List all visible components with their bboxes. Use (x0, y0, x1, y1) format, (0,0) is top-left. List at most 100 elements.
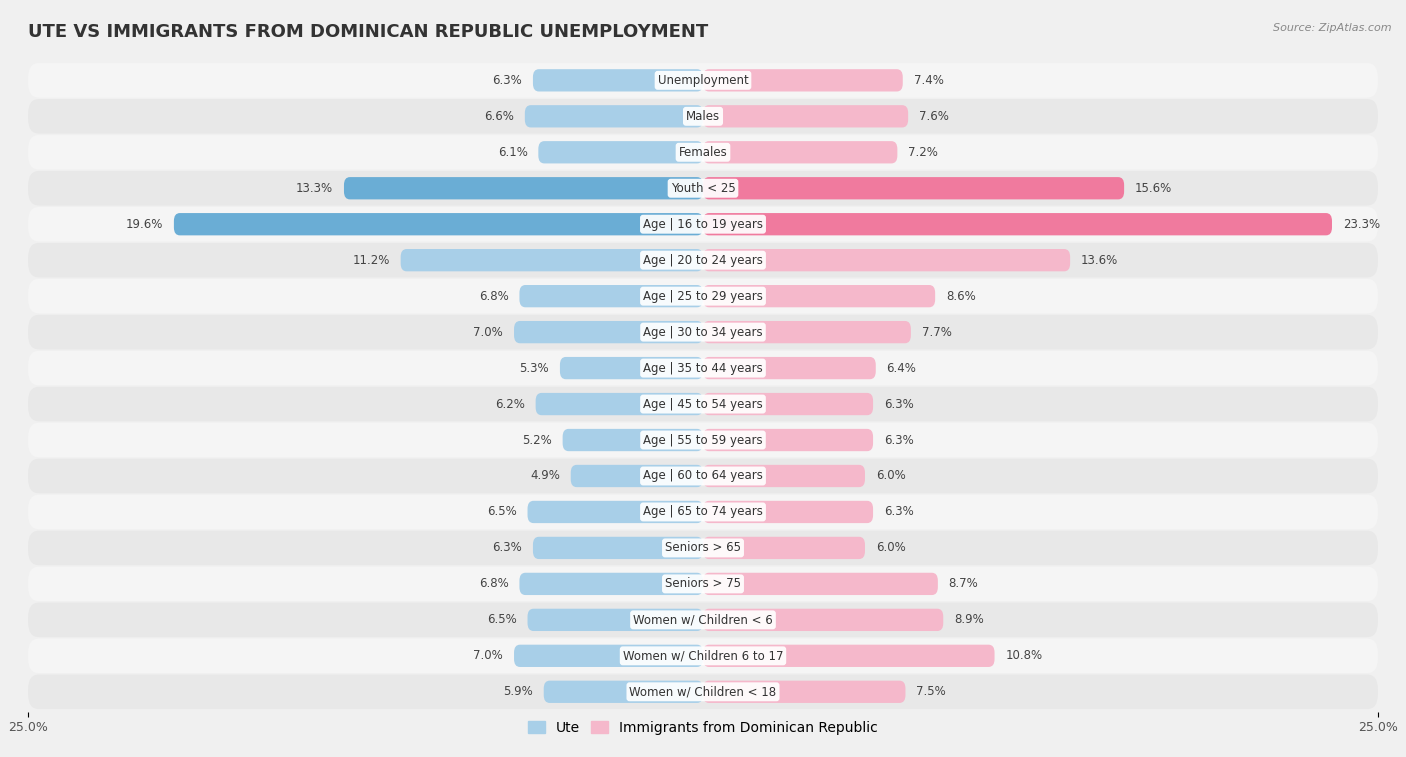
Text: 13.3%: 13.3% (297, 182, 333, 195)
FancyBboxPatch shape (519, 285, 703, 307)
FancyBboxPatch shape (703, 501, 873, 523)
FancyBboxPatch shape (703, 285, 935, 307)
Text: 6.1%: 6.1% (498, 146, 527, 159)
FancyBboxPatch shape (28, 639, 1378, 673)
Text: 4.9%: 4.9% (530, 469, 560, 482)
Text: 6.3%: 6.3% (492, 74, 522, 87)
Text: 8.6%: 8.6% (946, 290, 976, 303)
Legend: Ute, Immigrants from Dominican Republic: Ute, Immigrants from Dominican Republic (523, 715, 883, 740)
Text: 15.6%: 15.6% (1135, 182, 1173, 195)
Text: 7.6%: 7.6% (920, 110, 949, 123)
FancyBboxPatch shape (703, 213, 1331, 235)
FancyBboxPatch shape (703, 645, 994, 667)
FancyBboxPatch shape (28, 494, 1378, 529)
Text: Women w/ Children < 18: Women w/ Children < 18 (630, 685, 776, 698)
Text: 19.6%: 19.6% (125, 218, 163, 231)
FancyBboxPatch shape (703, 681, 905, 703)
FancyBboxPatch shape (28, 422, 1378, 457)
FancyBboxPatch shape (519, 573, 703, 595)
FancyBboxPatch shape (703, 609, 943, 631)
FancyBboxPatch shape (28, 567, 1378, 601)
FancyBboxPatch shape (524, 105, 703, 127)
FancyBboxPatch shape (28, 99, 1378, 133)
FancyBboxPatch shape (703, 141, 897, 164)
FancyBboxPatch shape (703, 249, 1070, 271)
Text: 8.9%: 8.9% (955, 613, 984, 626)
FancyBboxPatch shape (28, 315, 1378, 350)
FancyBboxPatch shape (28, 135, 1378, 170)
Text: 6.8%: 6.8% (479, 578, 509, 590)
FancyBboxPatch shape (28, 350, 1378, 385)
FancyBboxPatch shape (703, 321, 911, 343)
Text: Seniors > 75: Seniors > 75 (665, 578, 741, 590)
Text: 6.5%: 6.5% (486, 613, 517, 626)
Text: 13.6%: 13.6% (1081, 254, 1118, 266)
Text: Age | 30 to 34 years: Age | 30 to 34 years (643, 326, 763, 338)
Text: Seniors > 65: Seniors > 65 (665, 541, 741, 554)
FancyBboxPatch shape (560, 357, 703, 379)
FancyBboxPatch shape (703, 69, 903, 92)
Text: 23.3%: 23.3% (1343, 218, 1379, 231)
Text: Age | 20 to 24 years: Age | 20 to 24 years (643, 254, 763, 266)
FancyBboxPatch shape (401, 249, 703, 271)
FancyBboxPatch shape (703, 105, 908, 127)
FancyBboxPatch shape (527, 609, 703, 631)
Text: Age | 65 to 74 years: Age | 65 to 74 years (643, 506, 763, 519)
Text: 6.3%: 6.3% (884, 434, 914, 447)
FancyBboxPatch shape (344, 177, 703, 199)
FancyBboxPatch shape (527, 501, 703, 523)
FancyBboxPatch shape (174, 213, 703, 235)
Text: 6.8%: 6.8% (479, 290, 509, 303)
Text: Age | 60 to 64 years: Age | 60 to 64 years (643, 469, 763, 482)
Text: 8.7%: 8.7% (949, 578, 979, 590)
Text: 5.2%: 5.2% (522, 434, 551, 447)
Text: 7.0%: 7.0% (474, 650, 503, 662)
Text: 6.3%: 6.3% (884, 397, 914, 410)
Text: 6.3%: 6.3% (492, 541, 522, 554)
FancyBboxPatch shape (515, 321, 703, 343)
FancyBboxPatch shape (28, 63, 1378, 98)
Text: Women w/ Children 6 to 17: Women w/ Children 6 to 17 (623, 650, 783, 662)
FancyBboxPatch shape (28, 459, 1378, 494)
Text: 6.2%: 6.2% (495, 397, 524, 410)
FancyBboxPatch shape (28, 279, 1378, 313)
Text: 7.4%: 7.4% (914, 74, 943, 87)
Text: 6.4%: 6.4% (887, 362, 917, 375)
Text: 6.0%: 6.0% (876, 469, 905, 482)
FancyBboxPatch shape (515, 645, 703, 667)
Text: Unemployment: Unemployment (658, 74, 748, 87)
FancyBboxPatch shape (533, 537, 703, 559)
Text: 7.2%: 7.2% (908, 146, 938, 159)
FancyBboxPatch shape (703, 537, 865, 559)
Text: 7.7%: 7.7% (922, 326, 952, 338)
FancyBboxPatch shape (703, 429, 873, 451)
FancyBboxPatch shape (28, 603, 1378, 637)
Text: Women w/ Children < 6: Women w/ Children < 6 (633, 613, 773, 626)
Text: 10.8%: 10.8% (1005, 650, 1042, 662)
Text: 11.2%: 11.2% (353, 254, 389, 266)
Text: 5.3%: 5.3% (519, 362, 550, 375)
FancyBboxPatch shape (28, 531, 1378, 565)
FancyBboxPatch shape (703, 393, 873, 415)
FancyBboxPatch shape (28, 171, 1378, 205)
FancyBboxPatch shape (703, 357, 876, 379)
Text: Age | 45 to 54 years: Age | 45 to 54 years (643, 397, 763, 410)
FancyBboxPatch shape (544, 681, 703, 703)
FancyBboxPatch shape (703, 465, 865, 488)
Text: 7.0%: 7.0% (474, 326, 503, 338)
Text: Age | 25 to 29 years: Age | 25 to 29 years (643, 290, 763, 303)
Text: Females: Females (679, 146, 727, 159)
FancyBboxPatch shape (538, 141, 703, 164)
Text: 6.5%: 6.5% (486, 506, 517, 519)
Text: Males: Males (686, 110, 720, 123)
FancyBboxPatch shape (28, 243, 1378, 278)
Text: 6.0%: 6.0% (876, 541, 905, 554)
Text: Source: ZipAtlas.com: Source: ZipAtlas.com (1274, 23, 1392, 33)
FancyBboxPatch shape (703, 177, 1125, 199)
FancyBboxPatch shape (536, 393, 703, 415)
FancyBboxPatch shape (571, 465, 703, 488)
Text: Age | 16 to 19 years: Age | 16 to 19 years (643, 218, 763, 231)
FancyBboxPatch shape (562, 429, 703, 451)
Text: Age | 55 to 59 years: Age | 55 to 59 years (643, 434, 763, 447)
Text: UTE VS IMMIGRANTS FROM DOMINICAN REPUBLIC UNEMPLOYMENT: UTE VS IMMIGRANTS FROM DOMINICAN REPUBLI… (28, 23, 709, 41)
